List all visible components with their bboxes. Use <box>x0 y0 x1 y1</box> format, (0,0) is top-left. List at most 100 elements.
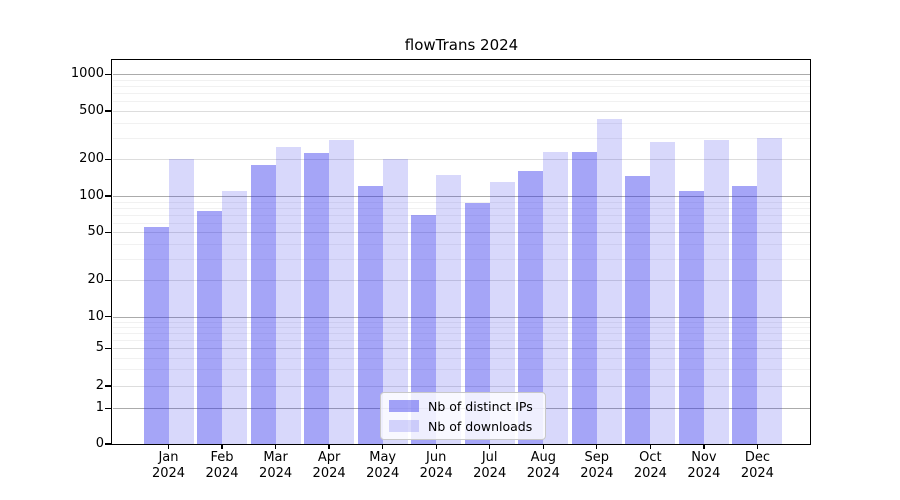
bar-downloads <box>543 152 569 444</box>
y-axis-tick-mark <box>105 347 111 349</box>
legend-swatch-distinct-ips <box>389 400 419 412</box>
major-gridline <box>113 110 810 112</box>
bar-downloads <box>596 118 622 444</box>
x-tick-year: 2024 <box>259 466 293 481</box>
x-tick-month: Jun <box>426 450 447 465</box>
y-axis-tick-label: 1000 <box>70 66 104 82</box>
x-axis-tick-mark <box>328 444 330 449</box>
y-axis-tick-label: 10 <box>87 308 104 324</box>
major-gridline <box>113 159 810 161</box>
minor-gridline <box>113 93 810 95</box>
x-axis-tick-label: May 2024 <box>351 450 415 482</box>
minor-gridline <box>113 137 810 139</box>
x-tick-month: Aug <box>530 450 556 465</box>
legend: Nb of distinct IPs Nb of downloads <box>380 392 546 440</box>
x-axis-tick-label: Feb 2024 <box>190 450 254 482</box>
y-axis-tick-mark <box>105 110 111 112</box>
x-tick-year: 2024 <box>312 466 346 481</box>
minor-gridline <box>113 259 810 261</box>
legend-item-downloads: Nb of downloads <box>389 417 537 435</box>
major-gridline <box>113 196 810 197</box>
minor-gridline <box>113 333 810 334</box>
legend-swatch-downloads <box>389 420 419 432</box>
bar-downloads <box>275 146 301 444</box>
x-tick-month: Sep <box>584 450 610 465</box>
major-gridline <box>113 232 810 234</box>
major-gridline <box>113 316 810 318</box>
x-tick-month: Mar <box>263 450 288 465</box>
x-axis-tick-label: Jun 2024 <box>404 450 468 482</box>
minor-gridline <box>113 321 810 323</box>
x-tick-year: 2024 <box>740 466 774 481</box>
minor-gridline <box>113 79 810 81</box>
bar-distinct-ips <box>571 152 597 444</box>
x-axis-tick-mark <box>435 444 437 449</box>
minor-gridline <box>113 357 810 359</box>
x-axis-tick-label: Jan 2024 <box>137 450 201 482</box>
y-axis-tick-mark <box>105 443 111 445</box>
bar-distinct-ips <box>678 191 704 444</box>
x-axis-tick-label: Jul 2024 <box>458 450 522 482</box>
x-tick-year: 2024 <box>687 466 721 481</box>
x-tick-month: Feb <box>210 450 234 465</box>
y-axis-tick-label: 2 <box>95 378 104 393</box>
x-axis-tick-label: Sep 2024 <box>565 450 629 482</box>
bar-distinct-ips <box>143 227 169 444</box>
bar-distinct-ips <box>197 211 222 444</box>
minor-gridline <box>113 222 810 224</box>
y-axis-tick-label: 0 <box>95 436 104 451</box>
minor-gridline <box>113 207 810 209</box>
y-axis-tick-label: 5 <box>95 340 104 356</box>
x-tick-year: 2024 <box>151 466 186 481</box>
x-axis-tick-mark <box>649 444 652 449</box>
x-tick-year: 2024 <box>473 466 507 481</box>
x-tick-year: 2024 <box>419 466 453 481</box>
x-axis-tick-label: Dec 2024 <box>725 450 789 482</box>
y-axis-tick-mark <box>105 231 111 233</box>
major-gridline <box>113 280 810 282</box>
x-axis-tick-mark <box>167 444 170 449</box>
x-tick-month: Dec <box>744 450 770 465</box>
x-axis-tick-label: Mar 2024 <box>244 450 308 482</box>
x-tick-year: 2024 <box>526 466 560 481</box>
major-gridline <box>113 386 810 387</box>
x-axis-tick-label: Nov 2024 <box>672 450 736 482</box>
x-axis-tick-label: Apr 2024 <box>297 450 361 482</box>
y-axis-tick-mark <box>105 385 111 387</box>
x-axis-tick-mark <box>274 444 277 449</box>
y-axis-tick-label: 200 <box>79 151 104 167</box>
bar-downloads <box>757 137 783 444</box>
minor-gridline <box>113 214 810 216</box>
x-axis-tick-mark <box>542 444 544 449</box>
legend-label-downloads: Nb of downloads <box>428 418 533 434</box>
y-axis-tick-label: 50 <box>87 224 104 240</box>
y-axis-tick-label: 500 <box>79 102 104 118</box>
y-axis-tick-mark <box>105 195 111 197</box>
minor-gridline <box>113 369 810 371</box>
legend-item-distinct-ips: Nb of distinct IPs <box>389 397 537 415</box>
plot-area <box>113 61 810 444</box>
minor-gridline <box>113 201 810 203</box>
y-axis-tick-mark <box>105 316 111 318</box>
x-axis-tick-label: Aug 2024 <box>511 450 575 482</box>
major-gridline <box>113 74 810 76</box>
x-axis-tick-mark <box>703 444 705 449</box>
bar-downloads <box>650 141 676 444</box>
x-tick-month: Jan <box>158 450 179 465</box>
x-axis-tick-mark <box>756 444 759 449</box>
chart-title: flowTrans 2024 <box>404 36 519 54</box>
minor-gridline <box>113 244 810 245</box>
minor-gridline <box>113 101 810 103</box>
x-tick-year: 2024 <box>366 466 400 481</box>
bar-distinct-ips <box>304 153 330 444</box>
y-axis-tick-label: 100 <box>79 188 104 203</box>
x-axis-tick-mark <box>489 444 491 449</box>
x-tick-month: May <box>369 450 397 465</box>
bar-downloads <box>168 159 194 444</box>
y-axis-tick-mark <box>105 407 111 409</box>
y-axis-tick-label: 1 <box>95 400 104 416</box>
x-axis-tick-label: Oct 2024 <box>618 450 682 482</box>
bar-distinct-ips <box>625 176 651 444</box>
x-tick-month: Apr <box>317 450 341 465</box>
